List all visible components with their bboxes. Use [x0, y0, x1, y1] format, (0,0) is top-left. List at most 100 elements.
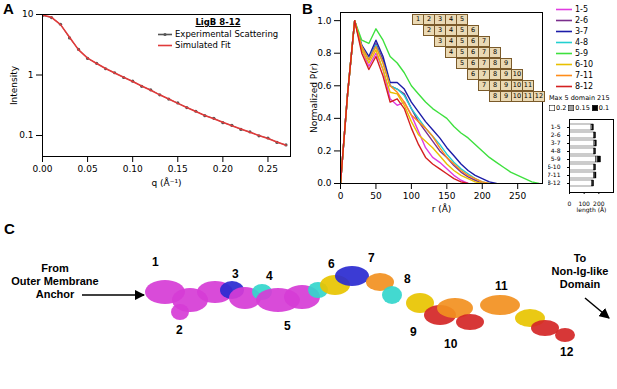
html-text:LigB 8-12: LigB 8-12: [195, 17, 241, 27]
svg-text:6: 6: [328, 257, 335, 271]
svg-text:7: 7: [368, 251, 375, 265]
svg-text:0.4: 0.4: [317, 113, 332, 123]
html-text:6: 6: [470, 59, 476, 67]
svg-text:50: 50: [370, 191, 382, 201]
html-text:10: 10: [512, 70, 522, 78]
svg-text:Outer Membrane: Outer Membrane: [11, 275, 98, 287]
svg-text:0: 0: [568, 200, 572, 207]
html-text:5: 5: [459, 37, 465, 45]
html-text:Simulated Fit: Simulated Fit: [175, 40, 231, 50]
html-text:6: 6: [470, 48, 476, 56]
html-text:6-10: 6-10: [575, 60, 594, 69]
svg-text:250: 250: [509, 191, 526, 201]
svg-text:0.1: 0.1: [19, 130, 33, 140]
html-text:8: 8: [492, 59, 498, 67]
svg-text:0.20: 0.20: [213, 164, 233, 174]
svg-text:7-11: 7-11: [548, 171, 561, 178]
svg-text:0.2: 0.2: [317, 146, 331, 156]
html-text:8: 8: [492, 48, 498, 56]
svg-text:Anchor: Anchor: [36, 288, 75, 300]
svg-text:0: 0: [338, 191, 344, 201]
svg-text:0.6: 0.6: [317, 81, 332, 91]
svg-text:0.00: 0.00: [32, 164, 52, 174]
svg-text:To: To: [574, 252, 587, 264]
html-text:A: A: [3, 0, 14, 17]
html-text:2: 2: [426, 26, 432, 34]
svg-text:10: 10: [22, 9, 34, 19]
svg-text:length (Å): length (Å): [577, 206, 607, 214]
svg-text:1.0: 1.0: [317, 16, 332, 26]
html-text:5: 5: [459, 15, 465, 23]
html-text:4: 4: [448, 26, 454, 34]
html-text:5: 5: [459, 26, 465, 34]
html-text:8-12: 8-12: [575, 82, 594, 91]
svg-text:Domain: Domain: [560, 278, 601, 290]
svg-text:1: 1: [28, 70, 34, 80]
html-text:5-9: 5-9: [575, 49, 589, 58]
svg-text:200: 200: [593, 199, 605, 207]
svg-text:0.05: 0.05: [78, 164, 98, 174]
html-text:Experimental Scattering: Experimental Scattering: [175, 29, 279, 39]
html-text:4-8: 4-8: [575, 38, 589, 47]
svg-text:5: 5: [284, 319, 291, 333]
svg-text:9: 9: [410, 325, 417, 339]
svg-text:3: 3: [232, 267, 239, 281]
svg-text:4: 4: [266, 269, 273, 283]
svg-text:11: 11: [495, 279, 508, 293]
html-text:1: 1: [415, 15, 421, 23]
svg-text:8: 8: [404, 272, 411, 286]
html-text:6: 6: [470, 26, 476, 34]
html-text:3-7: 3-7: [575, 27, 589, 36]
svg-text:12: 12: [560, 345, 574, 359]
html-text:0.1: 0.1: [598, 104, 610, 112]
svg-text:200: 200: [474, 191, 491, 201]
svg-text:Normalized P(r): Normalized P(r): [309, 63, 319, 133]
svg-text:1: 1: [152, 255, 159, 269]
html-text:3: 3: [437, 15, 443, 23]
svg-text:0.8: 0.8: [317, 48, 332, 58]
html-text:7: 7: [481, 48, 487, 56]
svg-text:Intensity: Intensity: [9, 65, 19, 105]
html-text:10 11: 10 11: [512, 81, 533, 89]
svg-text:6-10: 6-10: [548, 163, 561, 170]
html-text:0.15: 0.15: [575, 104, 590, 112]
svg-text:5-9: 5-9: [551, 155, 561, 162]
html-text:7: 7: [481, 37, 487, 45]
svg-text:0.15: 0.15: [168, 164, 188, 174]
svg-text:100: 100: [578, 199, 590, 207]
svg-text:r (Å): r (Å): [432, 203, 452, 214]
html-text:6: 6: [470, 37, 476, 45]
html-text:C: C: [4, 220, 15, 237]
html-text:7-11: 7-11: [575, 71, 594, 80]
svg-text:3-7: 3-7: [551, 139, 561, 146]
html-text:Max 5 domain 215: Max 5 domain 215: [549, 94, 610, 102]
svg-text:2-6: 2-6: [551, 131, 561, 138]
html-text:0.2: 0.2: [556, 104, 567, 112]
svg-text:0.10: 0.10: [123, 164, 143, 174]
svg-text:0.0: 0.0: [317, 178, 332, 188]
svg-text:100: 100: [403, 191, 420, 201]
html-text:4: 4: [448, 15, 454, 23]
svg-text:q (Å⁻¹): q (Å⁻¹): [151, 177, 181, 188]
svg-text:4-8: 4-8: [551, 147, 561, 154]
svg-text:10: 10: [444, 337, 458, 351]
html-text:3: 3: [437, 37, 443, 45]
svg-text:1-5: 1-5: [551, 123, 561, 130]
html-text:10 11 12: 10 11 12: [512, 92, 544, 100]
svg-text:0.25: 0.25: [258, 164, 278, 174]
svg-text:2: 2: [176, 323, 183, 337]
html-text:3: 3: [437, 26, 443, 34]
html-text:1-5: 1-5: [575, 5, 589, 14]
svg-text:150: 150: [438, 191, 455, 201]
svg-text:8-12: 8-12: [548, 179, 561, 186]
html-text:7: 7: [481, 59, 487, 67]
html-text:4: 4: [448, 48, 454, 56]
html-text:2: 2: [426, 15, 432, 23]
html-text:2-6: 2-6: [575, 16, 589, 25]
html-text:B: B: [302, 0, 313, 17]
svg-text:From: From: [41, 262, 69, 274]
html-text:5: 5: [459, 48, 465, 56]
svg-text:Non-Ig-like: Non-Ig-like: [552, 265, 609, 277]
html-text:4: 4: [448, 37, 454, 45]
html-text:5: 5: [459, 59, 465, 67]
